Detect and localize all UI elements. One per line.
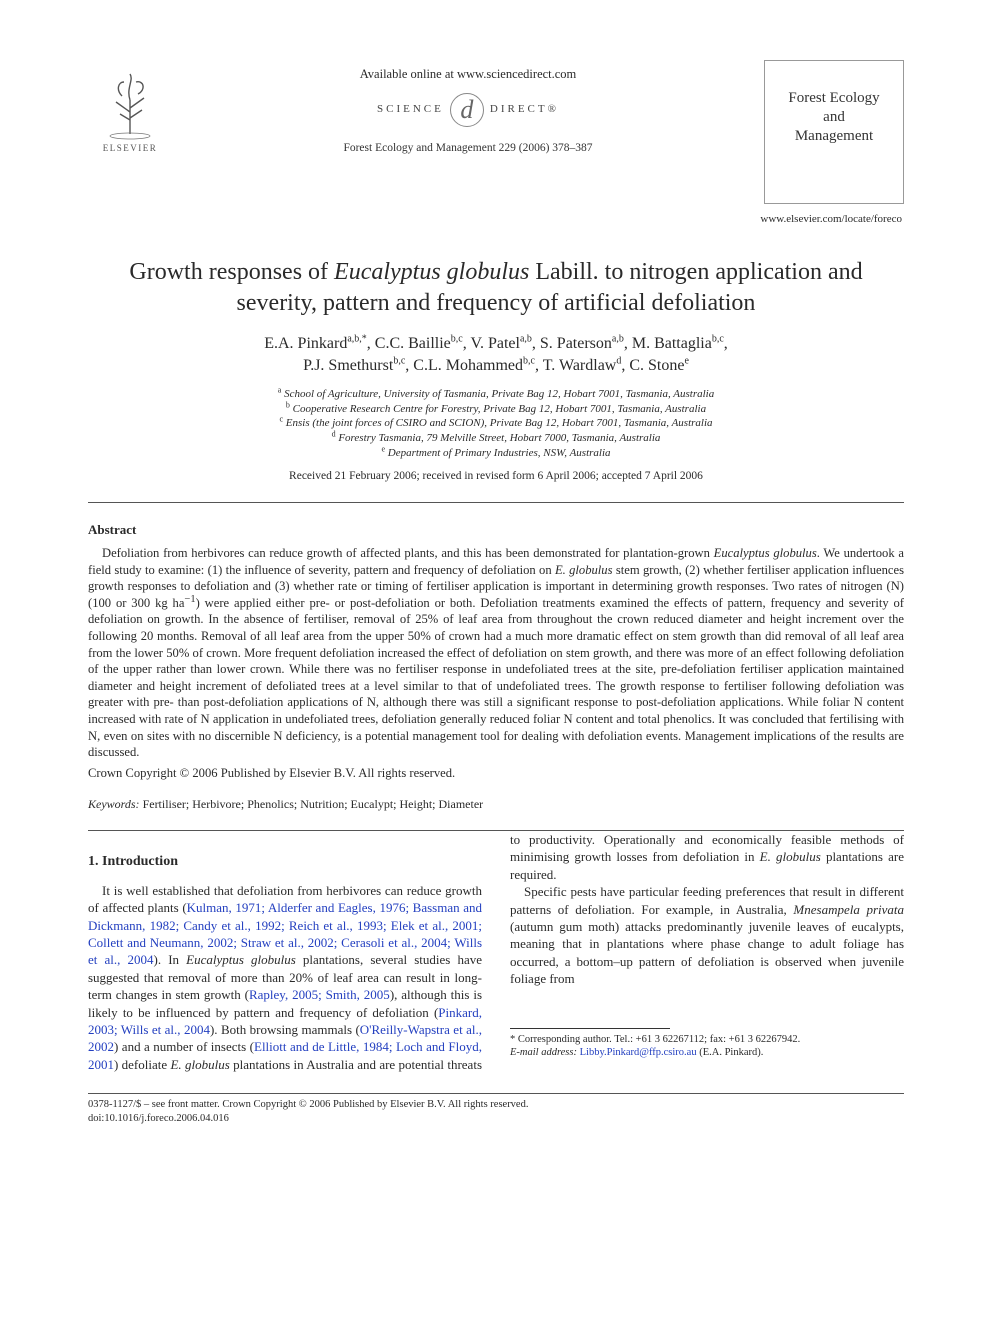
intro-paragraph: Specific pests have particular feeding p… xyxy=(510,883,904,987)
affiliation: e Department of Primary Industries, NSW,… xyxy=(88,446,904,461)
journal-title-box: Forest Ecology and Management xyxy=(764,60,904,204)
email-link[interactable]: Libby.Pinkard@ffp.csiro.au xyxy=(580,1047,697,1058)
title-species: Eucalyptus globulus xyxy=(334,259,529,285)
author: T. Wardlawd xyxy=(543,357,622,374)
author: E.A. Pinkarda,b,* xyxy=(264,335,367,352)
author: M. Battagliab,c xyxy=(632,335,724,352)
citation[interactable]: Smith, 2005 xyxy=(326,987,390,1002)
author-list: E.A. Pinkarda,b,*, C.C. Baillieb,c, V. P… xyxy=(118,333,874,376)
citation[interactable]: Rapley, 2005; xyxy=(249,987,322,1002)
author: S. Patersona,b xyxy=(540,335,624,352)
body-columns: 1. Introduction It is well established t… xyxy=(88,831,904,1073)
elsevier-logo: ELSEVIER xyxy=(88,60,172,154)
footnote-tel: * Corresponding author. Tel.: +61 3 6226… xyxy=(510,1033,904,1047)
sciencedirect-logo: SCIENCE d DIRECT® xyxy=(377,93,559,127)
footnote-separator xyxy=(510,1028,670,1029)
title-part: Growth responses of xyxy=(129,259,334,285)
copyright-line: Crown Copyright © 2006 Published by Else… xyxy=(88,765,904,782)
affiliations: a School of Agriculture, University of T… xyxy=(88,387,904,461)
footer-line: doi:10.1016/j.foreco.2006.04.016 xyxy=(88,1112,904,1126)
affiliation: b Cooperative Research Centre for Forest… xyxy=(88,402,904,417)
sd-right: DIRECT® xyxy=(490,102,559,117)
journal-reference: Forest Ecology and Management 229 (2006)… xyxy=(172,141,764,157)
corresponding-author-footnote: * Corresponding author. Tel.: +61 3 6226… xyxy=(510,1033,904,1060)
journal-header: ELSEVIER Available online at www.science… xyxy=(88,60,904,204)
keywords-line: Keywords: Fertiliser; Herbivore; Phenoli… xyxy=(88,796,904,812)
author: C.C. Baillieb,c xyxy=(375,335,463,352)
author: P.J. Smethurstb,c xyxy=(303,357,405,374)
keywords-values: Fertiliser; Herbivore; Phenolics; Nutrit… xyxy=(143,797,484,811)
divider xyxy=(88,502,904,503)
author: V. Patela,b xyxy=(470,335,531,352)
author: C.L. Mohammedb,c xyxy=(413,357,535,374)
article-title: Growth responses of Eucalyptus globulus … xyxy=(118,257,874,319)
header-center: Available online at www.sciencedirect.co… xyxy=(172,60,764,156)
footer-line: 0378-1127/$ – see front matter. Crown Co… xyxy=(88,1098,904,1112)
abstract-heading: Abstract xyxy=(88,521,904,539)
journal-box-line: and xyxy=(771,108,897,127)
page-footer: 0378-1127/$ – see front matter. Crown Co… xyxy=(88,1098,904,1125)
affiliation: c Ensis (the joint forces of CSIRO and S… xyxy=(88,416,904,431)
locate-url: www.elsevier.com/locate/foreco xyxy=(88,212,902,227)
elsevier-label: ELSEVIER xyxy=(103,142,158,154)
elsevier-tree-icon xyxy=(98,72,162,142)
abstract-paragraph: Defoliation from herbivores can reduce g… xyxy=(88,545,904,761)
footer-divider xyxy=(88,1093,904,1094)
article-dates: Received 21 February 2006; received in r… xyxy=(88,469,904,485)
abstract-body: Defoliation from herbivores can reduce g… xyxy=(88,545,904,761)
sd-left: SCIENCE xyxy=(377,102,444,117)
author: C. Stonee xyxy=(629,357,689,374)
affiliation: a School of Agriculture, University of T… xyxy=(88,387,904,402)
available-online-text: Available online at www.sciencedirect.co… xyxy=(172,66,764,83)
journal-box-line: Forest Ecology xyxy=(771,89,897,108)
footnote-email: E-mail address: Libby.Pinkard@ffp.csiro.… xyxy=(510,1046,904,1060)
sd-at-icon: d xyxy=(450,93,484,127)
affiliation: d Forestry Tasmania, 79 Melville Street,… xyxy=(88,431,904,446)
section-heading: 1. Introduction xyxy=(88,853,482,872)
journal-box-line: Management xyxy=(771,127,897,146)
keywords-label: Keywords: xyxy=(88,797,140,811)
